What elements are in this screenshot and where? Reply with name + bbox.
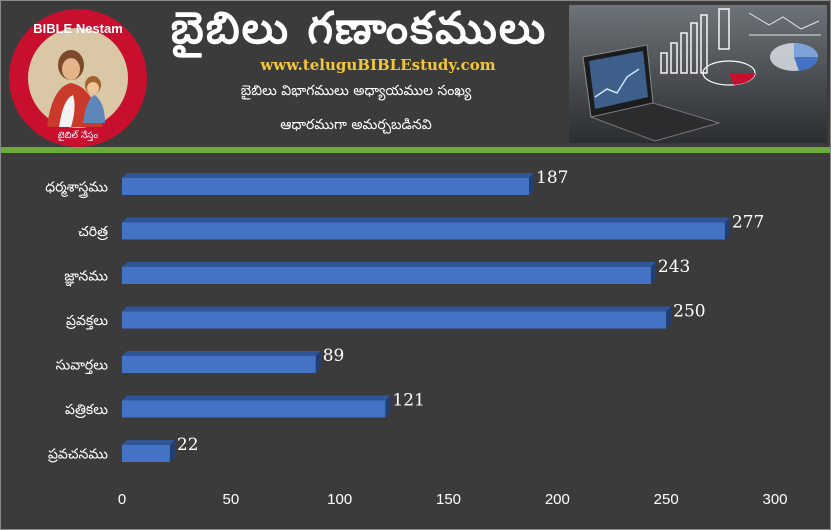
data-label: 250: [673, 302, 705, 322]
website-link[interactable]: www.teluguBIBLEstudy.com: [260, 56, 496, 74]
page-title: బైబిలు గణాంకములు: [170, 3, 548, 54]
x-tick-label: 50: [222, 491, 239, 508]
x-tick-label: 300: [762, 491, 787, 508]
category-label: ప్రవక్తలు: [66, 313, 108, 330]
bar-side-face: [169, 440, 175, 462]
data-label: 243: [658, 257, 690, 277]
data-label: 22: [177, 435, 199, 455]
data-label: 89: [323, 346, 345, 366]
floating-pie-chart-icon-right: [770, 43, 819, 71]
bar-top-face: [122, 173, 535, 178]
subtitle-line-2: ఆధారముగా అమర్చబడినవి: [280, 117, 432, 133]
bar-side-face: [385, 395, 391, 418]
laptop-charts-photo: [569, 5, 827, 143]
bar-top-face: [122, 262, 656, 267]
floating-pie-chart-icon: [702, 60, 756, 86]
data-label: 277: [732, 213, 764, 233]
green-divider: [1, 147, 830, 153]
category-label: చరిత్ర: [78, 224, 108, 241]
bar: [122, 445, 170, 462]
x-tick-label: 200: [545, 491, 570, 508]
bar-chart: ధర్మశాస్త్రము 187 చరిత్ర 277 జ్ఞానము 243 ప్రవక…: [45, 168, 787, 508]
bar: [122, 400, 386, 418]
logo-title: BIBLE Nestam: [33, 21, 123, 36]
bar-top-face: [122, 440, 175, 445]
bar: [122, 178, 530, 195]
bar-top-face: [122, 351, 321, 356]
logo-bottom-text: బైబిల్ నేస్తం: [58, 130, 99, 141]
bar: [122, 222, 725, 240]
bar-side-face: [529, 173, 535, 195]
category-label: జ్ఞానము: [64, 269, 108, 288]
line-graph-icon: [748, 12, 821, 36]
bar: [122, 356, 316, 373]
header: BIBLE Nestam బైబిల్ నేస్తం బైబిలు గణాంకమ…: [1, 1, 830, 147]
floating-bar-chart-icon: [660, 8, 730, 74]
bar-top-face: [122, 217, 730, 223]
x-tick-label: 0: [118, 491, 126, 508]
jesus-with-child-icon: [47, 50, 105, 127]
data-label: 121: [392, 391, 424, 411]
category-label: ధర్మశాస్త్రము: [45, 180, 108, 199]
x-tick-label: 100: [327, 491, 352, 508]
subtitle-line-1: బైబిలు విభాగములు అధ్యాయముల సంఖ్య: [240, 83, 472, 99]
bar-side-face: [666, 306, 672, 329]
x-tick-label: 250: [654, 491, 679, 508]
laptop-icon: [582, 44, 721, 142]
category-label: సువార్తలు: [56, 358, 109, 375]
category-label: ప్రవచనము: [48, 447, 108, 463]
x-tick-label: 150: [436, 491, 461, 508]
category-label: పత్రికలు: [65, 402, 108, 419]
bar-side-face: [650, 262, 656, 284]
bar: [122, 311, 667, 329]
bar-top-face: [122, 306, 672, 312]
bar-side-face: [724, 217, 730, 240]
bible-nestam-logo: BIBLE Nestam బైబిల్ నేస్తం: [9, 9, 147, 147]
bar: [122, 267, 651, 284]
data-label: 187: [536, 168, 568, 188]
bar-top-face: [122, 395, 391, 401]
bar-side-face: [315, 351, 321, 373]
